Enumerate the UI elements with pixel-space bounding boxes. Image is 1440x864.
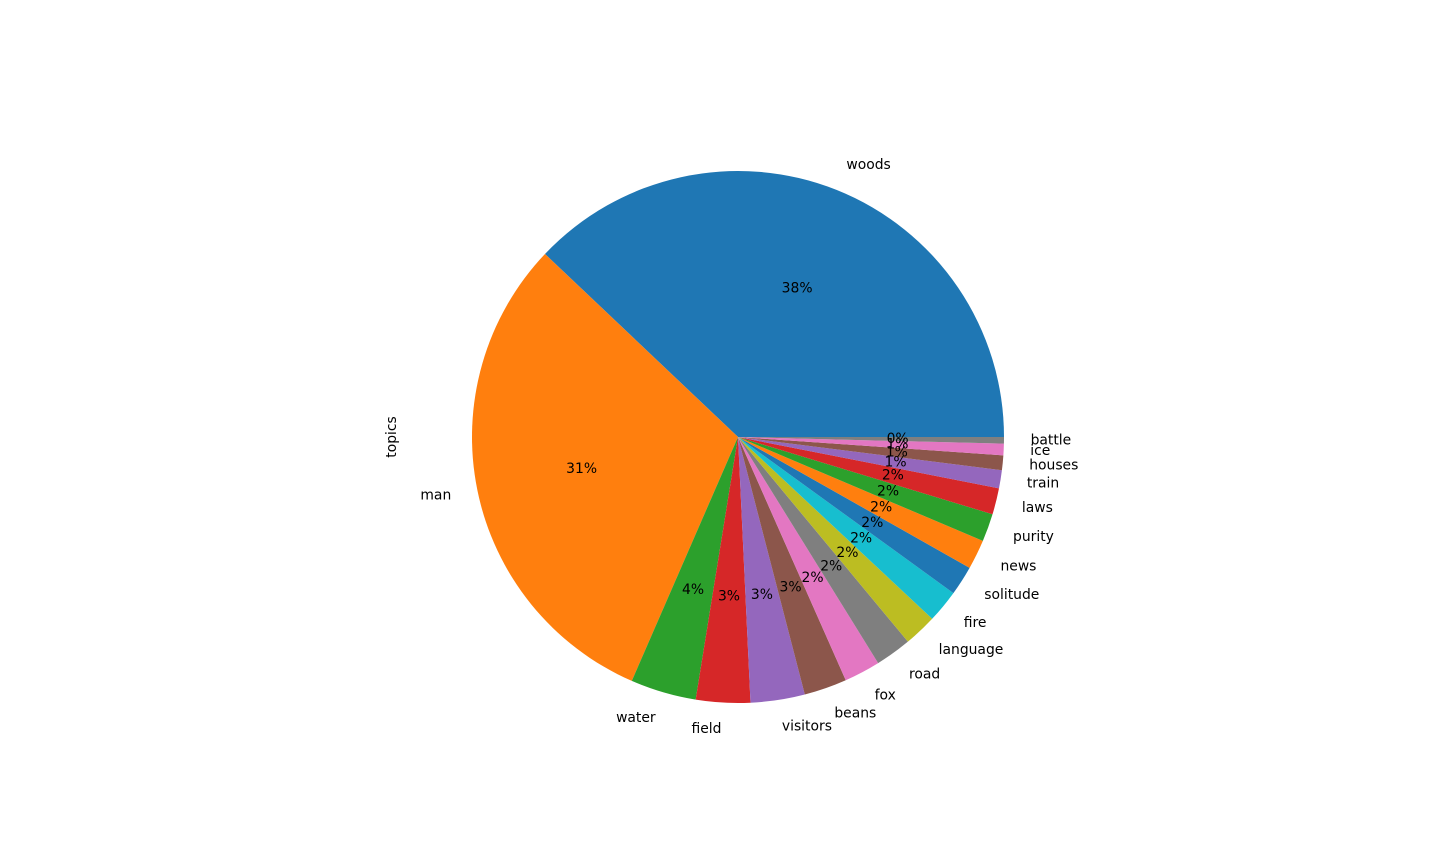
slice-label-fire: fire bbox=[964, 615, 987, 631]
pie-slice-beans bbox=[738, 437, 846, 695]
pie-slice-battle bbox=[738, 437, 1004, 444]
percent-labels: 38%31%4% 3% 3% 3%2%2%2%2%2%2%2%2%1%1%1%0% bbox=[566, 281, 908, 605]
pie-slice-ice bbox=[738, 437, 1004, 456]
slice-label-battle: battle bbox=[1031, 433, 1072, 449]
pie-slice-fox bbox=[738, 437, 879, 681]
pct-label-visitors: 3% bbox=[751, 587, 773, 603]
pct-label-purity: 2% bbox=[877, 483, 899, 499]
pie-slice-woods bbox=[544, 171, 1004, 437]
pct-label-man: 31% bbox=[566, 461, 597, 477]
slice-label-train: train bbox=[1027, 476, 1059, 492]
pie-slice-train bbox=[738, 437, 1002, 489]
slice-label-visitors: visitors bbox=[782, 718, 832, 734]
pct-label-fox: 2% bbox=[802, 570, 824, 586]
slice-label-purity: purity bbox=[1013, 529, 1054, 545]
pct-label-field: 3% bbox=[718, 588, 740, 604]
pie-slice-fire bbox=[738, 437, 954, 619]
slice-label-beans: beans bbox=[834, 705, 876, 721]
pct-label-battle: 0% bbox=[887, 431, 909, 447]
pie-slice-road bbox=[738, 437, 908, 664]
slice-label-news: news bbox=[1000, 558, 1036, 574]
slice-label-solitude: solitude bbox=[984, 587, 1039, 603]
slice-label-man: man bbox=[420, 487, 451, 503]
pct-label-news: 2% bbox=[870, 500, 892, 516]
pie-slice-field bbox=[695, 437, 751, 703]
pct-label-road: 2% bbox=[820, 559, 842, 575]
pie-slice-purity bbox=[738, 437, 993, 541]
pct-label-fire: 2% bbox=[850, 531, 872, 547]
pie-slice-solitude bbox=[738, 437, 970, 594]
slice-label-road: road bbox=[909, 666, 940, 682]
pie-slice-houses bbox=[738, 437, 1004, 471]
pct-label-laws: 2% bbox=[882, 468, 904, 484]
pct-label-beans: 3% bbox=[780, 580, 802, 596]
pct-label-language: 2% bbox=[836, 545, 858, 561]
slice-label-field: field bbox=[692, 721, 722, 737]
pct-label-ice: 1% bbox=[886, 437, 908, 453]
slice-label-water: water bbox=[616, 710, 656, 726]
pie-slice-man bbox=[472, 253, 738, 681]
pie-slices bbox=[472, 171, 1004, 703]
pie-slice-laws bbox=[738, 437, 999, 515]
pie-slice-water bbox=[631, 437, 738, 700]
pie-slice-language bbox=[738, 437, 933, 642]
slice-label-houses: houses bbox=[1029, 457, 1078, 473]
slice-label-fox: fox bbox=[875, 688, 896, 704]
pct-label-train: 1% bbox=[885, 454, 907, 470]
pie-slice-visitors bbox=[738, 437, 805, 703]
pct-label-solitude: 2% bbox=[861, 515, 883, 531]
pct-label-water: 4% bbox=[682, 582, 704, 598]
pie-slice-news bbox=[738, 437, 983, 568]
slice-label-language: language bbox=[939, 642, 1004, 658]
slice-label-woods: woods bbox=[846, 157, 890, 173]
slice-label-ice: ice bbox=[1030, 443, 1050, 459]
pct-label-houses: 1% bbox=[886, 444, 908, 460]
slice-label-laws: laws bbox=[1022, 500, 1053, 516]
pct-label-woods: 38% bbox=[782, 281, 813, 297]
y-axis-label: topics bbox=[384, 416, 400, 458]
